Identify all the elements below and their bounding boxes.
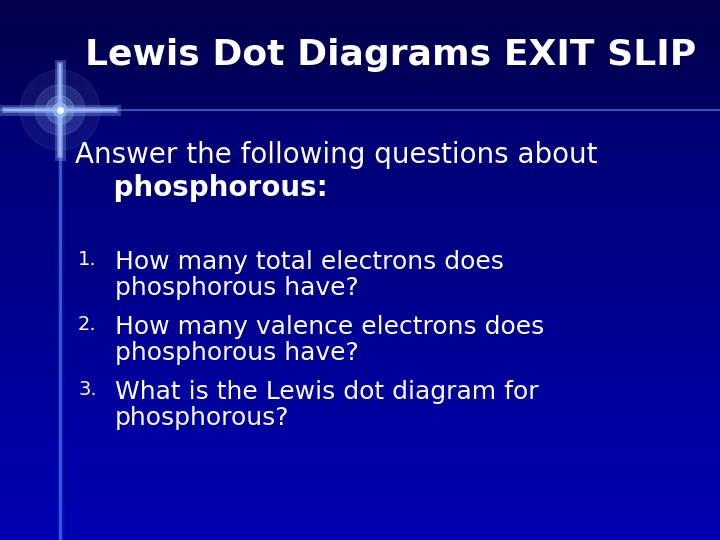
Text: How many valence electrons does: How many valence electrons does: [115, 315, 544, 339]
Text: phosphorous:: phosphorous:: [75, 174, 328, 202]
Text: What is the Lewis dot diagram for: What is the Lewis dot diagram for: [115, 380, 539, 404]
Circle shape: [20, 70, 100, 150]
Text: phosphorous have?: phosphorous have?: [115, 276, 359, 300]
Text: Lewis Dot Diagrams EXIT SLIP: Lewis Dot Diagrams EXIT SLIP: [85, 38, 696, 72]
Text: 3.: 3.: [78, 380, 96, 399]
Text: 2.: 2.: [78, 315, 96, 334]
Text: phosphorous have?: phosphorous have?: [115, 341, 359, 365]
Text: Answer the following questions about: Answer the following questions about: [75, 141, 598, 169]
Text: phosphorous?: phosphorous?: [115, 406, 289, 430]
Circle shape: [46, 96, 74, 124]
Circle shape: [53, 103, 67, 117]
Circle shape: [35, 85, 85, 135]
Text: How many total electrons does: How many total electrons does: [115, 250, 504, 274]
Text: 1.: 1.: [78, 250, 96, 269]
